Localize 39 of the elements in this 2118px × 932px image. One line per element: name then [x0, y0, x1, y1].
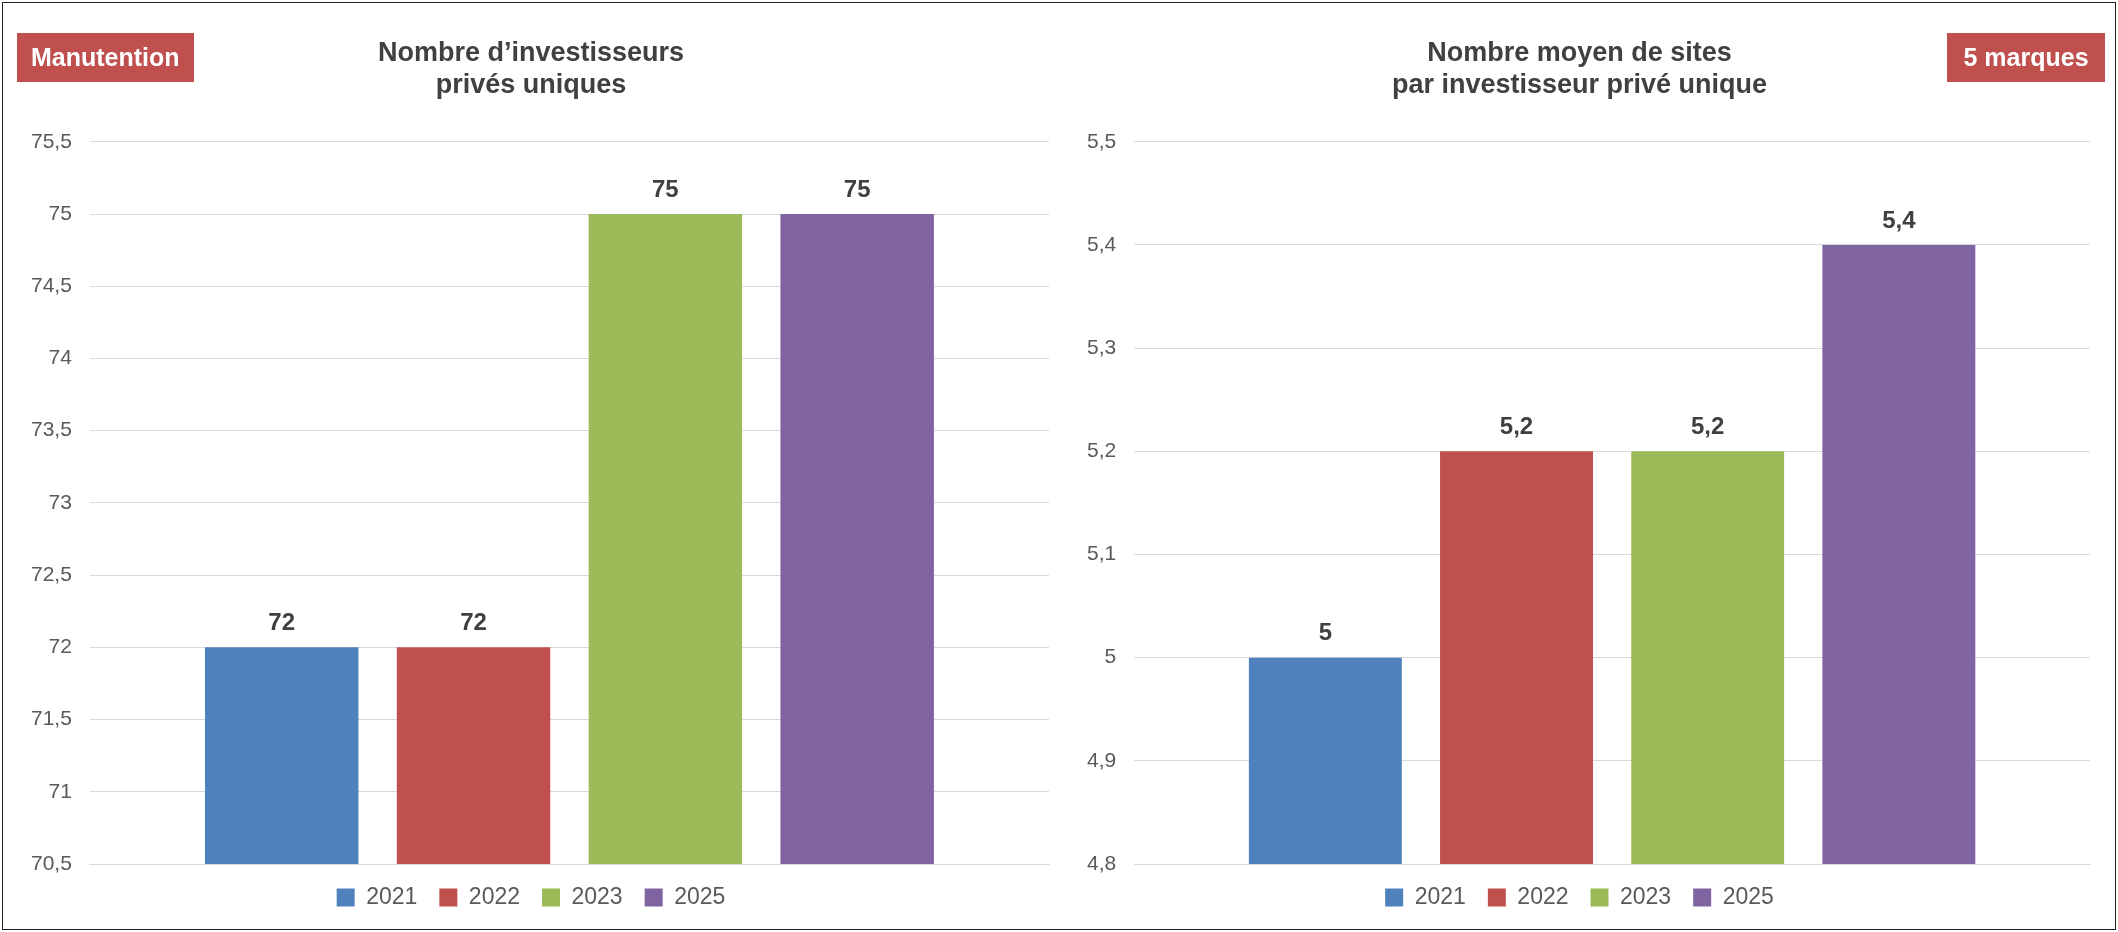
y-tick-label: 5,5	[1086, 128, 1117, 152]
y-tick-label: 5,2	[1086, 438, 1117, 462]
legend-label: 2022	[1517, 882, 1569, 909]
y-tick-label: 5,4	[1086, 231, 1117, 255]
data-label: 75	[652, 174, 679, 202]
y-tick-label: 5,1	[1086, 541, 1117, 565]
chart-title: Nombre moyen de sites par investisseur privé unique	[1391, 36, 1768, 100]
chart-title: Nombre d’investisseurs privés uniques	[377, 36, 685, 100]
y-tick-label: 73	[48, 489, 72, 513]
legend-label: 2021	[366, 882, 418, 909]
y-tick-label: 75,5	[31, 128, 72, 152]
data-label: 72	[460, 607, 487, 635]
y-tick-label: 5	[1104, 644, 1117, 668]
y-tick-label: 72	[48, 634, 72, 658]
data-label: 75	[843, 174, 871, 202]
legend-label: 2025	[674, 882, 726, 909]
y-tick-label: 74	[48, 345, 73, 369]
y-tick-label: 73,5	[31, 417, 72, 441]
y-tick-label: 71,5	[31, 706, 72, 730]
data-label: 72	[268, 607, 296, 635]
y-tick-label: 4,9	[1086, 747, 1117, 771]
legend-label: 2023	[1620, 882, 1672, 909]
y-tick-label: 5,3	[1086, 334, 1117, 358]
y-tick-label: 71	[48, 778, 72, 802]
legend-label: 2021	[1414, 882, 1466, 909]
text: Manutention	[17, 33, 194, 82]
legend-label: 2023	[571, 882, 623, 909]
legend-label: 2022	[468, 882, 521, 909]
data-label: 5,2	[1690, 411, 1725, 439]
y-tick-label: 70,5	[31, 850, 72, 874]
legend-label: 2025	[1722, 882, 1774, 909]
data-label: 5	[1318, 618, 1333, 646]
y-tick-label: 74,5	[31, 273, 72, 297]
data-label: 5,4	[1882, 205, 1917, 233]
data-label: 5,2	[1499, 411, 1534, 439]
y-tick-label: 72,5	[31, 561, 72, 585]
y-tick-label: 75	[48, 200, 72, 224]
text: 5 marques	[1947, 33, 2105, 82]
y-tick-label: 4,8	[1086, 850, 1117, 874]
